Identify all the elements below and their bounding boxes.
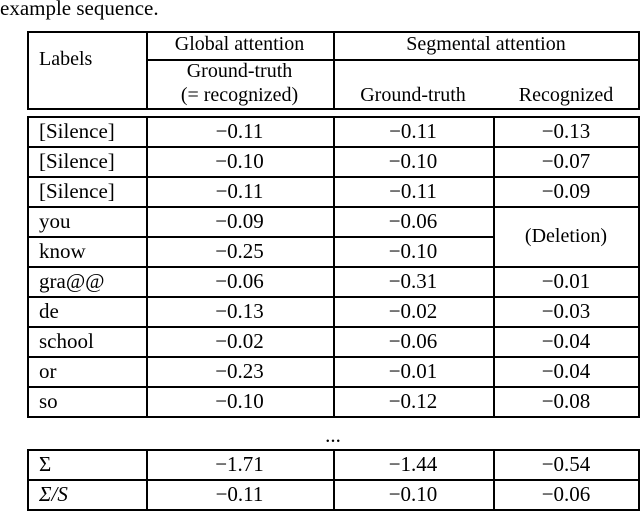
row-label: gra@@ — [39, 269, 105, 293]
global-score: −0.13 — [215, 299, 264, 323]
global-score: −0.23 — [215, 359, 264, 383]
seg-rec-score: −0.08 — [541, 389, 591, 413]
global-score: −0.11 — [215, 119, 264, 143]
header-global-ground-truth: Ground-truth — [186, 60, 293, 82]
row-rule — [27, 296, 639, 298]
header-col-divider-1 — [146, 31, 148, 110]
header-col-divider-2 — [333, 31, 335, 110]
summary-left-border — [27, 449, 29, 511]
header-seg-ground-truth: Ground-truth — [360, 84, 466, 106]
seg-rec-score: −0.54 — [541, 452, 591, 476]
seg-gt-score: −0.10 — [388, 239, 438, 263]
row-rule — [27, 386, 639, 388]
seg-gt-score: −0.10 — [388, 149, 438, 173]
global-score: −0.25 — [215, 239, 264, 263]
header-global-attention: Global attention — [174, 33, 305, 55]
row-rule — [27, 266, 639, 268]
global-score: −0.06 — [215, 269, 264, 293]
summary-col-divider-3 — [493, 449, 495, 511]
global-score: −0.11 — [215, 482, 264, 506]
seg-gt-score: −0.12 — [388, 389, 438, 413]
row-rule — [27, 236, 493, 238]
row-label: you — [39, 209, 71, 233]
seg-gt-score: −0.02 — [388, 299, 438, 323]
header-labels: Labels — [39, 48, 93, 70]
seg-gt-score: −0.11 — [389, 179, 437, 203]
seg-rec-score: −0.13 — [541, 119, 591, 143]
deletion-cell: (Deletion) — [524, 225, 608, 247]
row-rule — [27, 176, 639, 178]
global-score: −0.10 — [215, 149, 264, 173]
seg-gt-score: −0.01 — [388, 359, 438, 383]
header-segmental-attention: Segmental attention — [406, 33, 566, 55]
summary-label-mean: Σ/S — [39, 482, 68, 506]
seg-gt-score: −0.11 — [389, 119, 437, 143]
global-score: −0.11 — [215, 179, 264, 203]
seg-gt-score: −1.44 — [388, 452, 438, 476]
global-score: −0.10 — [215, 389, 264, 413]
row-label: [Silence] — [39, 149, 115, 173]
row-label: de — [39, 299, 59, 323]
seg-rec-score: −0.04 — [541, 359, 591, 383]
header-seg-recognized: Recognized — [518, 84, 614, 106]
header-right-border — [638, 31, 640, 110]
row-label: so — [39, 389, 58, 413]
seg-rec-score: −0.01 — [541, 269, 591, 293]
seg-gt-score: −0.06 — [388, 329, 438, 353]
summary-right-border — [638, 449, 640, 511]
global-score: −0.09 — [215, 209, 264, 233]
row-label: [Silence] — [39, 179, 115, 203]
seg-gt-score: −0.31 — [388, 269, 438, 293]
seg-rec-score: −0.07 — [541, 149, 591, 173]
row-rule — [27, 146, 639, 148]
attention-score-table: Labels Global attention Segmental attent… — [27, 0, 640, 512]
seg-rec-score: −0.06 — [541, 482, 591, 506]
row-label: school — [39, 329, 94, 353]
summary-col-divider-2 — [333, 449, 335, 511]
summary-col-divider-1 — [146, 449, 148, 511]
seg-rec-score: −0.03 — [541, 299, 591, 323]
row-rule — [27, 206, 639, 208]
row-label: or — [39, 359, 57, 383]
global-score: −1.71 — [215, 452, 264, 476]
seg-rec-score: −0.04 — [541, 329, 591, 353]
header-left-border — [27, 31, 29, 110]
table-caption: example sequence. — [0, 0, 159, 20]
ellipsis: ... — [325, 423, 341, 447]
global-score: −0.02 — [215, 329, 264, 353]
row-rule — [27, 356, 639, 358]
seg-rec-score: −0.09 — [541, 179, 591, 203]
header-mid-rule — [146, 59, 639, 61]
body-bottom-rule — [27, 416, 639, 418]
header-global-recognized-note: (= recognized) — [180, 84, 299, 106]
summary-label-sum: Σ — [39, 452, 52, 476]
row-label: [Silence] — [39, 119, 115, 143]
row-label: know — [39, 239, 86, 263]
seg-gt-score: −0.10 — [388, 482, 438, 506]
seg-gt-score: −0.06 — [388, 209, 438, 233]
row-rule — [27, 326, 639, 328]
